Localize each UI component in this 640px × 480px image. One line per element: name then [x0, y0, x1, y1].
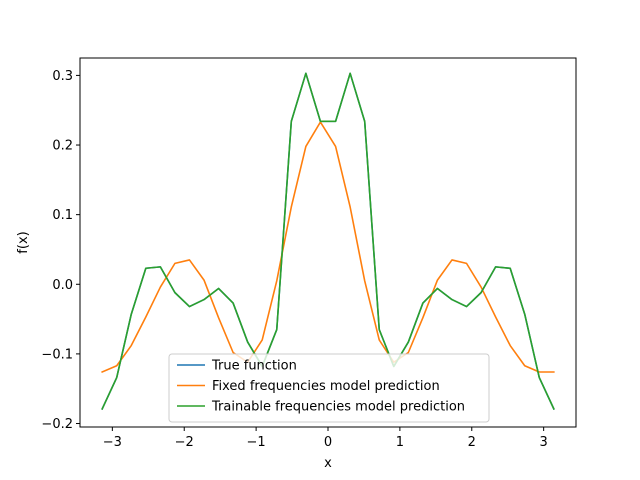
x-axis-label: x: [324, 456, 332, 471]
legend-box: [168, 353, 490, 423]
series-layer: [101, 72, 555, 410]
legend-label-0: True function: [211, 359, 297, 374]
x-tick-label: −2: [175, 435, 194, 450]
y-tick-label: 0.0: [52, 278, 73, 293]
x-tick-label: 1: [396, 435, 404, 450]
y-tick-label: −0.2: [41, 417, 73, 432]
legend-label-1: Fixed frequencies model prediction: [212, 379, 440, 394]
legend-label-2: Trainable frequencies model prediction: [211, 400, 465, 415]
y-tick-label: 0.3: [52, 69, 73, 84]
y-axis-ticks: −0.2 −0.1 0.0 0.1 0.2 0.3: [41, 69, 80, 432]
series-line-2: [101, 72, 555, 410]
x-tick-label: 0: [324, 435, 332, 450]
x-tick-label: −1: [247, 435, 266, 450]
x-axis-ticks: −3 −2 −1 0 1 2 3: [103, 427, 548, 450]
x-tick-label: 2: [468, 435, 476, 450]
series-line-1: [101, 121, 555, 374]
y-tick-label: −0.1: [41, 347, 73, 362]
y-axis-label: f(x): [16, 231, 31, 253]
y-tick-label: 0.1: [52, 208, 73, 223]
x-tick-label: 3: [540, 435, 548, 450]
y-tick-label: 0.2: [52, 139, 73, 154]
x-tick-label: −3: [103, 435, 122, 450]
legend: True function Fixed frequencies model pre…: [168, 353, 490, 423]
